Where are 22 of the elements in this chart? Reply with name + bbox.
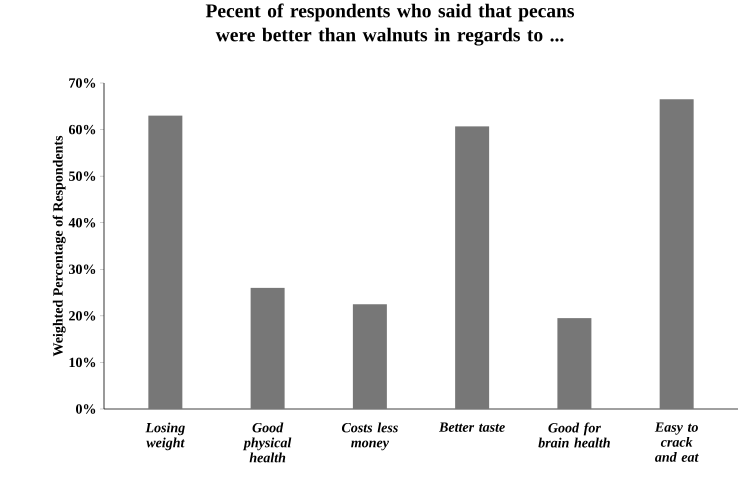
y-tick-label: 0% xyxy=(76,404,96,414)
y-tick-label: 70% xyxy=(69,78,96,88)
y-tick-label: 40% xyxy=(68,218,96,228)
x-tick-label: Better taste xyxy=(438,422,505,432)
y-tick-label: 60% xyxy=(68,124,96,134)
bar xyxy=(352,304,387,409)
bar xyxy=(250,288,285,409)
y-tick-label: 50% xyxy=(69,171,96,181)
bar xyxy=(660,99,694,409)
y-axis-title: Weighted Percentage of Respondents xyxy=(52,136,66,356)
y-tick-label: 10% xyxy=(70,358,96,368)
chart-title: Pecent of respondents who said that pecans were better than walnuts in regards to ... xyxy=(206,4,574,46)
bar xyxy=(148,116,182,409)
bar xyxy=(557,318,592,409)
y-tick-label: 30% xyxy=(69,264,96,274)
x-tick-label: Good physical health xyxy=(242,422,292,462)
x-tick-label: Costs less money xyxy=(342,422,398,450)
bar xyxy=(455,126,490,409)
x-tick-label: Losing weight xyxy=(145,422,185,450)
x-tick-label: Good for brain health xyxy=(538,422,610,448)
y-tick-label: 20% xyxy=(69,311,96,321)
x-tick-label: Easy to crack and eat xyxy=(654,422,699,462)
